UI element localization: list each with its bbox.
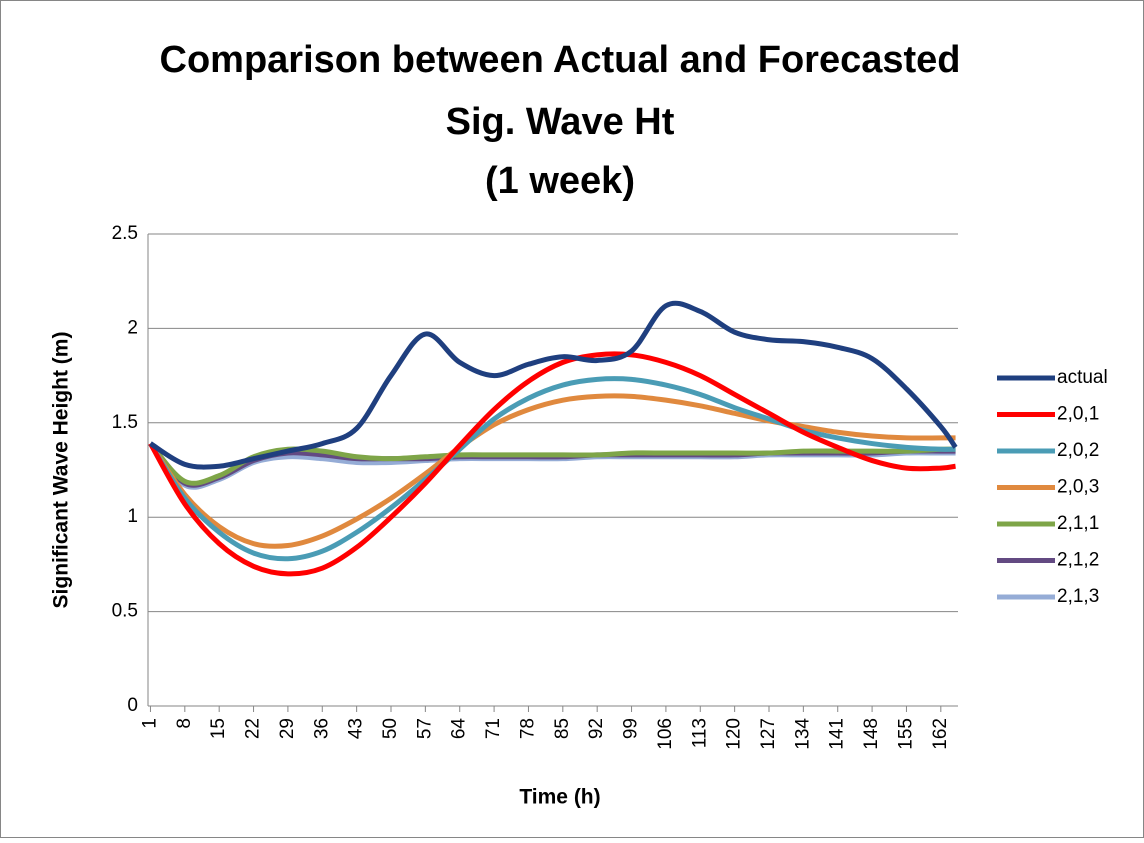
y-tick-label: 2 bbox=[127, 317, 138, 338]
y-tick-label: 0.5 bbox=[112, 601, 138, 622]
x-tick-label: 1 bbox=[139, 718, 160, 729]
x-tick-label: 29 bbox=[277, 718, 298, 739]
x-tick-label: 120 bbox=[724, 718, 745, 750]
y-tick-label: 2.5 bbox=[112, 223, 138, 244]
legend-label: 2,1,3 bbox=[1057, 586, 1099, 607]
x-tick-label: 8 bbox=[174, 718, 195, 729]
x-tick-label: 64 bbox=[449, 718, 470, 740]
chart-title: Sig. Wave Ht bbox=[446, 101, 675, 143]
x-tick-label: 36 bbox=[311, 718, 332, 739]
x-tick-label: 106 bbox=[655, 718, 676, 750]
x-tick-label: 113 bbox=[689, 718, 710, 748]
legend-label: 2,1,2 bbox=[1057, 550, 1099, 571]
x-tick-label: 85 bbox=[552, 718, 573, 739]
series-line bbox=[149, 300, 958, 470]
x-tick-label: 50 bbox=[380, 718, 401, 739]
legend-label: actual bbox=[1057, 367, 1108, 388]
x-tick-label: 162 bbox=[930, 718, 951, 750]
x-axis-title: Time (h) bbox=[519, 786, 600, 809]
x-tick-label: 134 bbox=[792, 718, 813, 750]
y-axis-title: Significant Wave Height (m) bbox=[50, 332, 73, 609]
x-tick-label: 78 bbox=[517, 718, 538, 739]
x-tick-label: 141 bbox=[827, 718, 848, 750]
x-tick-label: 99 bbox=[621, 718, 642, 739]
series-line bbox=[148, 376, 956, 562]
x-tick-label: 22 bbox=[243, 718, 264, 739]
chart-title: Comparison between Actual and Forecasted bbox=[160, 39, 961, 81]
x-tick-label: 148 bbox=[861, 718, 882, 750]
legend-label: 2,0,3 bbox=[1057, 477, 1099, 498]
x-tick-label: 15 bbox=[208, 718, 229, 739]
legend-label: 2,0,2 bbox=[1057, 440, 1099, 461]
legend-label: 2,1,1 bbox=[1057, 513, 1099, 534]
series-line bbox=[148, 351, 956, 577]
x-tick-label: 92 bbox=[586, 718, 607, 739]
y-tick-label: 1 bbox=[127, 506, 138, 527]
x-tick-label: 71 bbox=[483, 718, 504, 739]
series-line bbox=[148, 393, 956, 549]
x-tick-label: 155 bbox=[895, 718, 916, 750]
y-tick-label: 0 bbox=[127, 695, 138, 716]
x-tick-label: 43 bbox=[346, 718, 367, 739]
x-tick-label: 57 bbox=[414, 718, 435, 739]
y-tick-label: 1.5 bbox=[112, 412, 138, 433]
legend-label: 2,0,1 bbox=[1057, 404, 1099, 425]
x-tick-label: 127 bbox=[758, 718, 779, 750]
chart-title: (1 week) bbox=[485, 160, 635, 202]
